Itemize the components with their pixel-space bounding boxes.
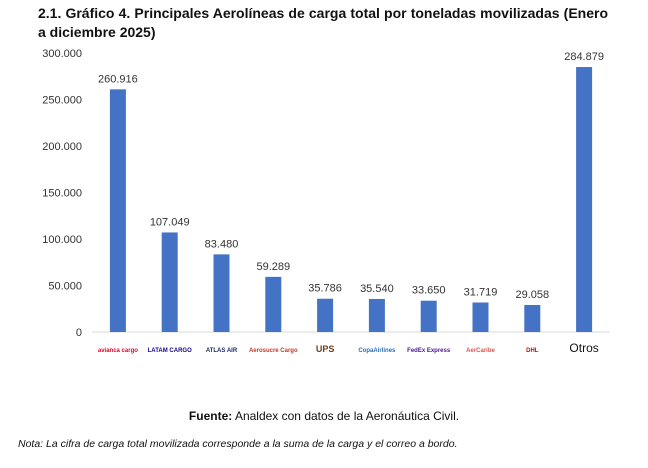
category-label: avianca cargo (98, 348, 138, 354)
category-label: Aerosucre Cargo (249, 348, 298, 354)
footnote: Nota: La cifra de carga total movilizada… (18, 438, 458, 450)
y-tick-label: 300.000 (42, 48, 82, 60)
category-label: LATAM CARGO (148, 348, 192, 354)
bar (317, 298, 334, 332)
y-tick-label: 0 (76, 327, 82, 339)
y-tick-label: 200.000 (42, 141, 82, 153)
y-tick-label: 150.000 (42, 188, 82, 200)
category-label: DHL (526, 348, 539, 354)
source-label: Fuente: (188, 409, 233, 423)
data-label: 29.058 (515, 289, 549, 301)
bar-chart: 0 50.000 100.000 150.000 200.000 250.000 300.0… (42, 48, 610, 355)
category-label: UPS (316, 344, 335, 354)
category-label: FedEx Express (407, 348, 451, 354)
y-tick-label: 100.000 (42, 234, 82, 246)
category-label: Otros (569, 341, 598, 355)
data-label: 284.879 (564, 51, 604, 63)
source: Fuente: Analdex con datos de la Aeronáut… (0, 409, 648, 423)
data-label: 107.049 (150, 216, 190, 228)
category-label: ATLAS AIR (206, 348, 238, 354)
category-label: AerCaribe (466, 348, 495, 354)
data-label: 83.480 (205, 238, 239, 250)
bar (576, 67, 593, 332)
bar (472, 302, 489, 332)
bar (524, 304, 541, 332)
data-label: 35.786 (308, 283, 342, 295)
chart-title: 2.1. Gráfico 4. Principales Aerolíneas d… (38, 5, 608, 40)
source-text: Analdex con datos de la Aeronáutica Civi… (232, 409, 460, 423)
data-label: 35.540 (360, 283, 394, 295)
y-tick-label: 250.000 (42, 95, 82, 107)
bar (213, 254, 230, 332)
data-label: 59.289 (256, 261, 290, 273)
y-tick-label: 50.000 (48, 281, 82, 293)
data-label: 260.916 (98, 73, 138, 85)
bar (420, 300, 437, 332)
data-label: 33.650 (412, 285, 446, 297)
data-label: 31.719 (464, 287, 498, 299)
bar (109, 89, 126, 333)
bar (161, 232, 178, 332)
bar (368, 298, 385, 332)
category-label: CopaAirlines (358, 348, 396, 354)
bar (265, 276, 282, 332)
